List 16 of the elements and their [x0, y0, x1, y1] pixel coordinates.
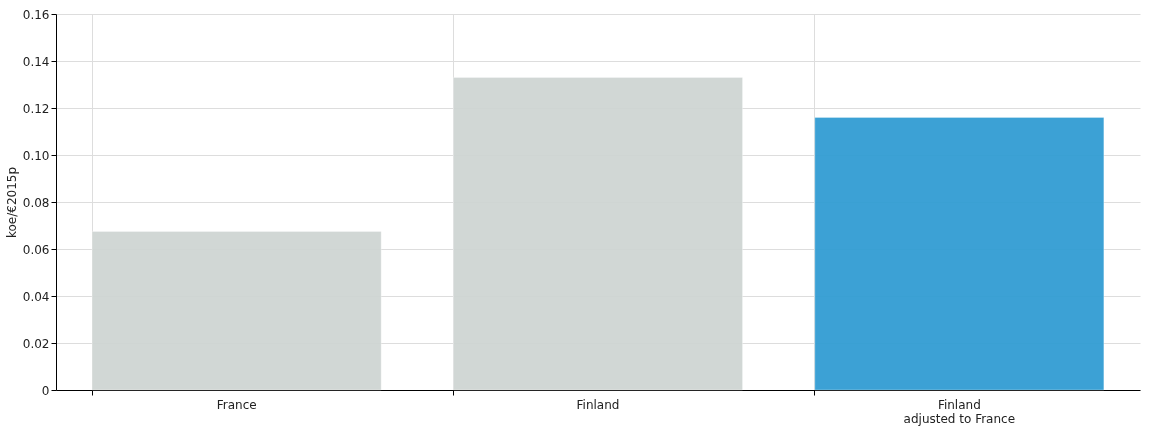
y-tick-label: 0.14	[22, 54, 50, 69]
y-tick-label: 0	[41, 383, 50, 398]
y-tick-label: 0.08	[22, 195, 50, 210]
y-tick-label: 0.04	[22, 289, 50, 304]
y-axis-title: koe/€2015p	[4, 166, 19, 239]
bar	[91, 230, 382, 391]
x-tick-label: Finland	[576, 397, 620, 412]
x-tick-label: Finland adjusted to France	[903, 397, 1016, 426]
y-tick-label: 0.06	[22, 242, 50, 257]
x-tick-label: France	[216, 397, 257, 412]
bar	[452, 76, 744, 391]
bar	[814, 116, 1105, 391]
y-tick-label: 0.02	[22, 336, 50, 351]
y-tick-label: 0.12	[22, 101, 50, 116]
y-tick-label: 0.10	[22, 148, 50, 163]
y-tick-label: 0.16	[22, 7, 50, 22]
